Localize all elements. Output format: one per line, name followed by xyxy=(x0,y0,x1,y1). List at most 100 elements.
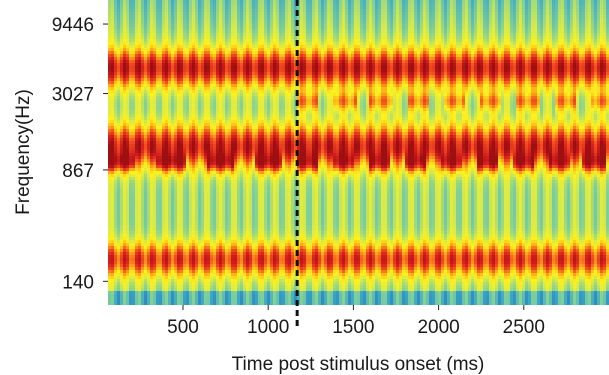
heatmap-cell xyxy=(330,63,333,66)
heatmap-cell xyxy=(450,33,453,36)
heatmap-cell xyxy=(462,30,465,33)
heatmap-cell xyxy=(141,72,144,75)
heatmap-cell xyxy=(384,39,387,42)
heatmap-cell xyxy=(462,81,465,84)
heatmap-cell xyxy=(426,36,429,39)
heatmap-cell xyxy=(525,66,528,69)
heatmap-cell xyxy=(501,0,504,3)
heatmap-cell xyxy=(576,27,579,30)
heatmap-cell xyxy=(291,81,294,84)
heatmap-cell xyxy=(141,81,144,84)
heatmap-cell xyxy=(207,24,210,27)
heatmap-cell xyxy=(381,57,384,60)
heatmap-cell xyxy=(561,42,564,45)
heatmap-cell xyxy=(120,12,123,15)
heatmap-cell xyxy=(510,24,513,27)
heatmap-cell xyxy=(255,87,258,90)
heatmap-cell xyxy=(471,42,474,45)
heatmap-cell xyxy=(270,72,273,75)
heatmap-cell xyxy=(534,18,537,21)
heatmap-cell xyxy=(189,75,192,78)
heatmap-cell xyxy=(354,27,357,30)
heatmap-cell xyxy=(246,27,249,30)
heatmap-cell xyxy=(186,72,189,75)
heatmap-cell xyxy=(525,33,528,36)
heatmap-cell xyxy=(111,81,114,84)
heatmap-cell xyxy=(522,15,525,18)
heatmap-cell xyxy=(201,36,204,39)
heatmap-cell xyxy=(186,87,189,90)
heatmap-cell xyxy=(312,51,315,54)
heatmap-cell xyxy=(429,57,432,60)
heatmap-cell xyxy=(186,60,189,63)
heatmap-cell xyxy=(513,15,516,18)
spectrogram-heatmap xyxy=(108,0,609,306)
heatmap-cell xyxy=(261,27,264,30)
heatmap-cell xyxy=(525,36,528,39)
heatmap-cell xyxy=(213,15,216,18)
heatmap-cell xyxy=(117,9,120,12)
heatmap-cell xyxy=(426,0,429,3)
heatmap-cell xyxy=(144,24,147,27)
heatmap-cell xyxy=(504,75,507,78)
heatmap-cell xyxy=(258,9,261,12)
heatmap-cell xyxy=(477,36,480,39)
heatmap-cell xyxy=(537,57,540,60)
heatmap-cell xyxy=(276,63,279,66)
heatmap-cell xyxy=(150,3,153,6)
heatmap-cell xyxy=(558,18,561,21)
heatmap-cell xyxy=(132,3,135,6)
heatmap-cell xyxy=(480,42,483,45)
heatmap-cell xyxy=(198,27,201,30)
heatmap-cell xyxy=(600,57,603,60)
heatmap-cell xyxy=(237,48,240,51)
heatmap-cell xyxy=(279,75,282,78)
heatmap-cell xyxy=(327,3,330,6)
heatmap-cell xyxy=(447,63,450,66)
heatmap-cell xyxy=(375,75,378,78)
heatmap-cell xyxy=(162,78,165,81)
heatmap-cell xyxy=(198,69,201,72)
heatmap-cell xyxy=(534,21,537,24)
heatmap-cell xyxy=(585,69,588,72)
heatmap-cell xyxy=(489,30,492,33)
heatmap-cell xyxy=(426,42,429,45)
heatmap-cell xyxy=(384,24,387,27)
heatmap-cell xyxy=(117,6,120,9)
heatmap-cell xyxy=(537,54,540,57)
heatmap-cell xyxy=(330,36,333,39)
heatmap-cell xyxy=(390,0,393,3)
heatmap-cell xyxy=(399,18,402,21)
heatmap-cell xyxy=(165,9,168,12)
heatmap-cell xyxy=(222,3,225,6)
heatmap-cell xyxy=(306,36,309,39)
heatmap-cell xyxy=(258,39,261,42)
heatmap-cell xyxy=(177,69,180,72)
heatmap-cell xyxy=(120,33,123,36)
heatmap-cell xyxy=(426,18,429,21)
heatmap-cell xyxy=(180,72,183,75)
heatmap-cell xyxy=(204,24,207,27)
heatmap-cell xyxy=(360,75,363,78)
heatmap-cell xyxy=(249,12,252,15)
heatmap-cell xyxy=(438,24,441,27)
heatmap-cell xyxy=(579,6,582,9)
heatmap-cell xyxy=(228,36,231,39)
heatmap-cell xyxy=(483,87,486,90)
heatmap-cell xyxy=(201,75,204,78)
heatmap-cell xyxy=(588,12,591,15)
heatmap-cell xyxy=(525,87,528,90)
heatmap-cell xyxy=(540,66,543,69)
heatmap-cell xyxy=(594,0,597,3)
heatmap-cell xyxy=(348,84,351,87)
heatmap-cell xyxy=(558,63,561,66)
heatmap-cell xyxy=(156,75,159,78)
heatmap-cell xyxy=(390,54,393,57)
heatmap-cell xyxy=(192,45,195,48)
heatmap-cell xyxy=(471,21,474,24)
heatmap-cell xyxy=(567,87,570,90)
heatmap-cell xyxy=(342,12,345,15)
heatmap-cell xyxy=(228,63,231,66)
heatmap-cell xyxy=(135,87,138,90)
heatmap-cell xyxy=(123,81,126,84)
